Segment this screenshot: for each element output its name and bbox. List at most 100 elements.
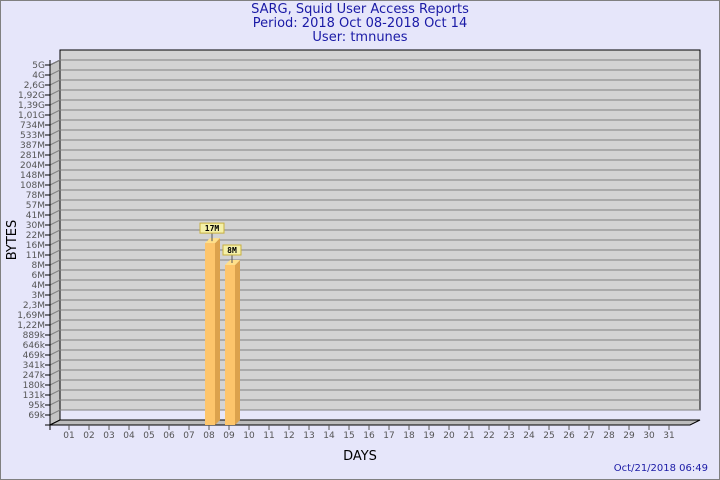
gridline xyxy=(49,109,700,116)
gridline xyxy=(49,229,700,236)
y-tick-label: 341k xyxy=(23,361,46,371)
y-tick-label: 1,39G xyxy=(18,101,45,111)
bar-side xyxy=(215,238,220,425)
y-tick-label: 204M xyxy=(20,161,45,171)
title-line-2: Period: 2018 Oct 08-2018 Oct 14 xyxy=(252,16,468,31)
data-label: 17M xyxy=(205,224,220,233)
bar xyxy=(205,243,215,425)
generated-timestamp: Oct/21/2018 06:49 xyxy=(613,463,708,474)
gridline xyxy=(49,329,700,336)
x-tick-label: 06 xyxy=(163,431,175,441)
x-tick-label: 25 xyxy=(543,431,554,441)
x-tick-label: 02 xyxy=(83,431,94,441)
gridline xyxy=(49,309,700,316)
y-tick-label: 41M xyxy=(26,211,45,221)
gridline xyxy=(49,199,700,206)
y-tick-label: 1,22M xyxy=(17,321,45,331)
y-tick-label: 22M xyxy=(26,231,45,241)
gridline xyxy=(49,119,700,126)
y-tick-label: 2,6G xyxy=(24,81,45,91)
gridline xyxy=(49,189,700,196)
gridline xyxy=(49,339,700,346)
bar-side xyxy=(235,260,240,425)
x-tick-label: 27 xyxy=(583,431,594,441)
y-tick-label: 8M xyxy=(32,261,46,271)
gridline xyxy=(49,299,700,306)
x-tick-label: 14 xyxy=(323,431,335,441)
x-tick-label: 05 xyxy=(143,431,154,441)
gridline xyxy=(49,399,700,406)
y-tick-label: 1,01G xyxy=(18,111,45,121)
y-tick-label: 281M xyxy=(20,151,45,161)
bar xyxy=(225,265,235,425)
y-tick-label: 889k xyxy=(23,331,46,341)
title-line-3: User: tmnunes xyxy=(312,30,408,45)
gridline xyxy=(49,319,700,326)
data-label-box xyxy=(222,244,242,256)
y-tick-label: 247k xyxy=(23,371,46,381)
x-tick-label: 16 xyxy=(363,431,375,441)
y-tick-label: 148M xyxy=(20,171,45,181)
gridline xyxy=(49,259,700,266)
gridline xyxy=(49,59,700,66)
gridline xyxy=(49,369,700,376)
data-label: 8M xyxy=(227,246,237,255)
gridline xyxy=(49,89,700,96)
data-label-box xyxy=(199,222,225,234)
x-tick-label: 26 xyxy=(563,431,575,441)
x-tick-label: 21 xyxy=(463,431,474,441)
y-tick-label: 2,3M xyxy=(23,301,45,311)
y-tick-label: 387M xyxy=(20,141,45,151)
y-tick-label: 5G xyxy=(32,61,45,71)
chart-title: SARG, Squid User Access Reports Period: … xyxy=(0,3,720,45)
y-tick-label: 108M xyxy=(20,181,45,191)
x-tick-label: 23 xyxy=(503,431,514,441)
x-tick-label: 03 xyxy=(103,431,114,441)
x-tick-label: 22 xyxy=(483,431,494,441)
y-tick-label: 1,69M xyxy=(17,311,45,321)
x-tick-label: 11 xyxy=(263,431,274,441)
gridline xyxy=(49,289,700,296)
x-tick-label: 13 xyxy=(303,431,314,441)
y-tick-label: 95k xyxy=(28,401,45,411)
x-tick-label: 28 xyxy=(603,431,615,441)
y-tick-label: 533M xyxy=(20,131,45,141)
gridline xyxy=(49,269,700,276)
x-tick-label: 17 xyxy=(383,431,394,441)
y-tick-label: 11M xyxy=(26,251,45,261)
gridline xyxy=(49,209,700,216)
gridline xyxy=(49,389,700,396)
y-tick-label: 78M xyxy=(26,191,45,201)
x-tick-label: 12 xyxy=(283,431,294,441)
gridline xyxy=(49,239,700,246)
y-tick-label: 30M xyxy=(26,221,45,231)
gridline xyxy=(49,169,700,176)
y-tick-label: 57M xyxy=(26,201,45,211)
y-tick-label: 180k xyxy=(23,381,46,391)
y-tick-label: 3M xyxy=(32,291,46,301)
gridline xyxy=(49,69,700,76)
x-tick-label: 01 xyxy=(63,431,74,441)
y-tick-label: 646k xyxy=(23,341,46,351)
gridline xyxy=(49,249,700,256)
gridline xyxy=(49,349,700,356)
gridline xyxy=(49,179,700,186)
gridline xyxy=(49,409,700,416)
gridline xyxy=(49,359,700,366)
x-tick-label: 19 xyxy=(423,431,435,441)
x-tick-label: 31 xyxy=(663,431,674,441)
gridline xyxy=(49,99,700,106)
y-tick-label: 4M xyxy=(32,281,46,291)
y-axis-label: BYTES xyxy=(5,220,20,261)
y-tick-label: 469k xyxy=(23,351,46,361)
gridline xyxy=(49,129,700,136)
gridline xyxy=(49,139,700,146)
x-tick-label: 07 xyxy=(183,431,194,441)
gridline xyxy=(49,79,700,86)
gridline xyxy=(49,219,700,226)
x-tick-label: 08 xyxy=(203,431,215,441)
y-tick-label: 734M xyxy=(20,121,45,131)
x-tick-label: 09 xyxy=(223,431,235,441)
x-axis-label: DAYS xyxy=(343,449,377,464)
